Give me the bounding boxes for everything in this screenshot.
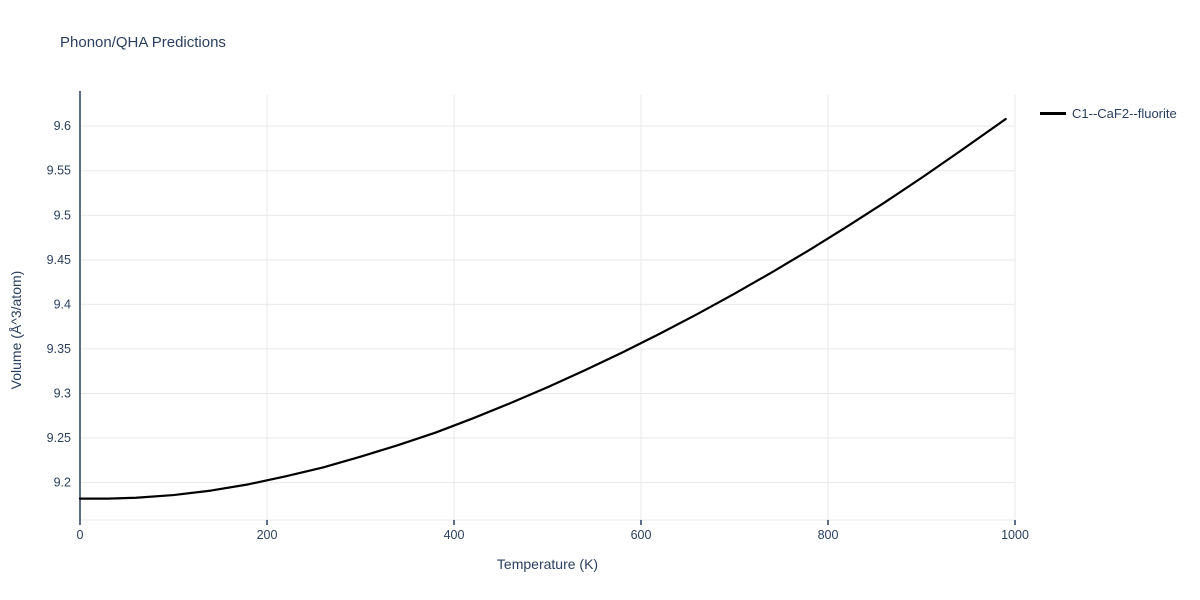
y-tick-label: 9.35 — [47, 342, 71, 356]
x-tick-label: 400 — [444, 528, 465, 542]
chart-title: Phonon/QHA Predictions — [60, 34, 226, 51]
y-tick-label: 9.25 — [47, 431, 71, 445]
x-tick-label: 800 — [818, 528, 839, 542]
x-tick-label: 600 — [631, 528, 652, 542]
y-tick-label: 9.55 — [47, 164, 71, 178]
x-axis-title: Temperature (K) — [496, 556, 599, 572]
legend-item[interactable]: C1--CaF2--fluorite — [1040, 106, 1177, 121]
legend-label: C1--CaF2--fluorite — [1072, 106, 1177, 121]
x-tick-label: 200 — [257, 528, 278, 542]
y-tick-label: 9.5 — [54, 208, 71, 222]
y-tick-label: 9.2 — [54, 476, 71, 490]
y-tick-label: 9.3 — [54, 386, 71, 400]
legend-line-sample-icon — [1040, 112, 1066, 115]
y-axis-title: Volume (Å^3/atom) — [8, 270, 24, 390]
y-tick-label: 9.45 — [47, 253, 71, 267]
y-tick-label: 9.4 — [54, 297, 71, 311]
y-tick-label: 9.6 — [54, 119, 71, 133]
x-tick-label: 1000 — [1001, 528, 1029, 542]
series-line — [78, 117, 1007, 500]
x-tick-label: 0 — [77, 528, 84, 542]
